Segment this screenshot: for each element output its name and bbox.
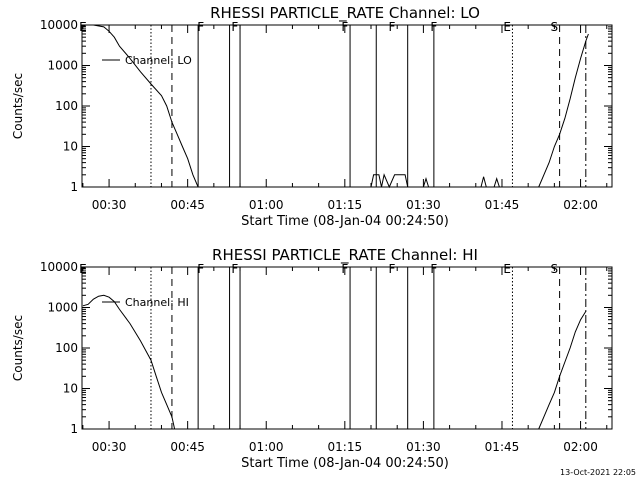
y-tick-label: 1000 [47,59,78,73]
series-line [538,33,589,188]
x-tick-label: 01:00 [249,198,284,212]
x-tick-label: 00:45 [170,198,205,212]
x-tick-label: 01:15 [328,198,363,212]
x-tick-label: 01:45 [485,440,520,454]
flag-label: S [551,262,559,276]
y-tick-label: 100 [55,341,78,355]
flag-label: F [231,20,238,34]
flag-label: E [503,20,511,34]
series-line [370,173,409,189]
series-line [493,177,500,188]
y-tick-label: 1 [70,180,78,194]
x-tick-label: 02:00 [563,198,598,212]
flag-label: S [551,20,559,34]
x-axis-label: Start Time (08-Jan-04 00:24:50) [241,456,449,471]
y-tick-label: 1000 [47,301,78,315]
series-line [538,311,587,430]
x-axis-label: Start Time (08-Jan-04 00:24:50) [241,214,449,229]
legend-label: Channel: HI [125,296,189,309]
flag-label: F [231,262,238,276]
chart-title: RHESSI PARTICLE_RATE Channel: HI [212,246,478,265]
flag-label: F [197,262,204,276]
x-tick-label: 01:45 [485,198,520,212]
y-tick-label: 10000 [40,18,78,32]
chart-title: RHESSI PARTICLE_RATE Channel: LO [210,4,480,23]
y-tick-label: 10000 [40,260,78,274]
plot-frame [81,24,613,188]
x-tick-label: 00:30 [92,198,127,212]
panel-hi: RHESSI PARTICLE_RATE Channel: HI Start Ti… [11,246,613,471]
panel-lo: RHESSI PARTICLE_RATE Channel: LO Start Ti… [11,4,613,229]
y-tick-label: 1 [70,422,78,436]
y-tick-label: 100 [55,99,78,113]
y-tick-label: 10 [63,140,78,154]
flag-label: F [430,20,437,34]
x-tick-label: 01:00 [249,440,284,454]
y-tick-label: 10 [63,382,78,396]
flag-label: F [341,262,348,276]
series-line [82,294,176,430]
plot-frame [81,266,613,430]
x-tick-label: 01:30 [406,198,441,212]
x-tick-label: 01:15 [328,440,363,454]
flag-label: E [79,20,87,34]
flag-label: F [389,262,396,276]
timestamp-label: 13-Oct-2021 22:05 [560,468,636,477]
x-tick-label: 00:45 [170,440,205,454]
x-tick-label: 01:30 [406,440,441,454]
series-line [422,177,430,188]
flag-label: F [197,20,204,34]
legend-label: Channel: LO [125,54,192,67]
flag-label: F [341,20,348,34]
flag-label: F [389,20,396,34]
flag-label: F [430,262,437,276]
series-line [480,176,487,188]
flag-label: E [79,262,87,276]
x-tick-label: 00:30 [92,440,127,454]
y-axis-label: Counts/sec [11,73,25,139]
x-tick-label: 02:00 [563,440,598,454]
series-line [82,24,199,188]
y-axis-label: Counts/sec [11,315,25,381]
flag-label: E [503,262,511,276]
